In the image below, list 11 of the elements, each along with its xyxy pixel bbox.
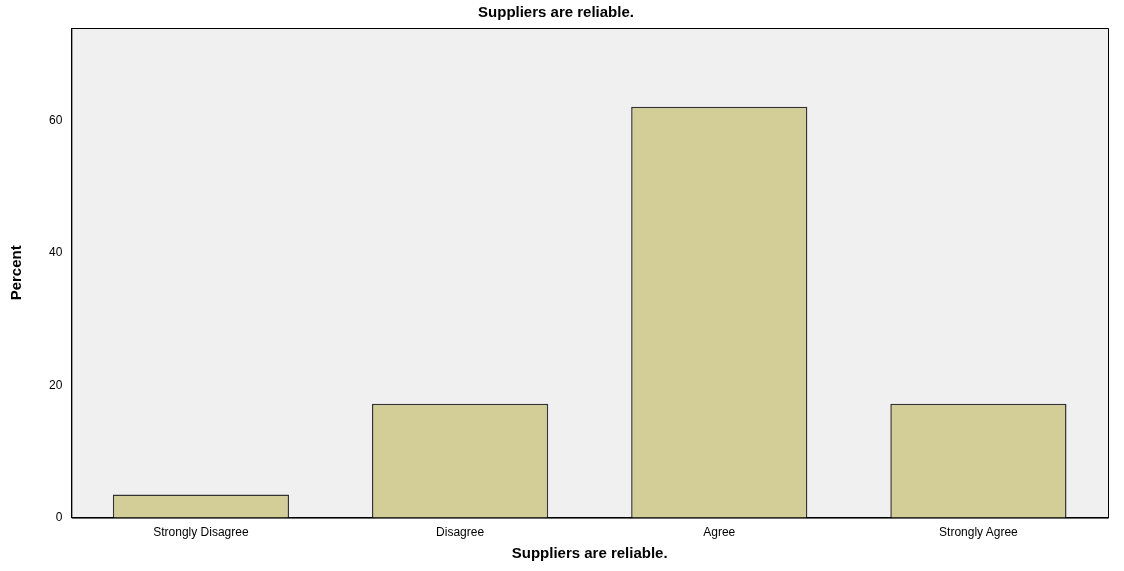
y-tick-label: 60 bbox=[48, 112, 63, 127]
y-tick-label: 0 bbox=[55, 509, 63, 524]
x-tick-label: Disagree bbox=[436, 525, 485, 540]
x-axis-title: Suppliers are reliable. bbox=[511, 544, 668, 562]
y-tick-label: 40 bbox=[48, 245, 63, 260]
y-tick-label: 20 bbox=[48, 377, 63, 392]
y-axis-title: Percent bbox=[7, 245, 25, 301]
x-tick-label: Strongly Disagree bbox=[153, 525, 249, 540]
x-tick-label: Agree bbox=[703, 525, 736, 540]
chart-title: Suppliers are reliable. bbox=[478, 3, 634, 21]
x-tick-label: Strongly Agree bbox=[939, 525, 1019, 540]
